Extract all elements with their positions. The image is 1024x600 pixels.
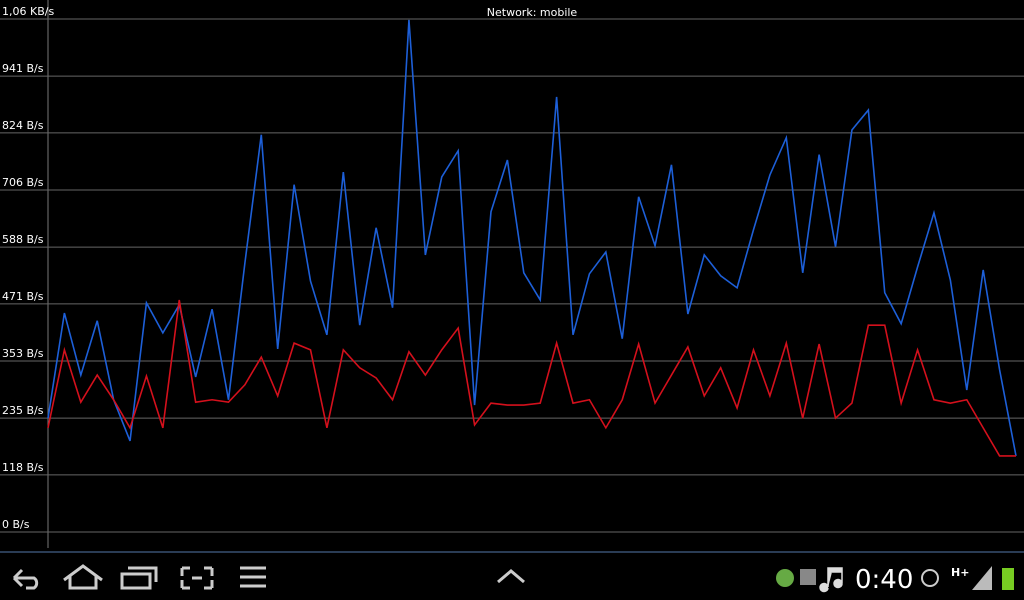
screenshot-button[interactable] [180, 566, 214, 590]
app-icon [776, 569, 794, 587]
clock: 0:40 [855, 565, 913, 595]
series-line [47, 19, 1017, 457]
home-button[interactable] [63, 564, 103, 590]
y-tick-label: 588 B/s [2, 233, 44, 246]
nav-icons [12, 564, 525, 590]
y-tick-label: 1,06 KB/s [2, 5, 54, 18]
y-tick-label: 941 B/s [2, 62, 44, 75]
status-icons: 0:40 H+ [776, 565, 1014, 595]
back-button[interactable] [12, 568, 39, 590]
sync-icon [800, 569, 816, 585]
y-tick-label: 706 B/s [2, 176, 44, 189]
network-type: H+ [951, 566, 969, 579]
plot: 0 B/s 118 B/s 235 B/s 353 B/s 471 B/s 588 B/s… [0, 5, 1024, 533]
up-button[interactable] [497, 569, 525, 584]
signal-icon [972, 566, 992, 590]
recent-button[interactable] [120, 566, 158, 590]
chart-title: Network: mobile [487, 6, 578, 19]
y-tick-label: 353 B/s [2, 347, 44, 360]
alarm-icon [921, 569, 939, 587]
y-tick-label: 118 B/s [2, 461, 44, 474]
y-tick-label: 471 B/s [2, 290, 44, 303]
series-line [47, 299, 1016, 457]
music-icon [819, 567, 843, 593]
y-tick-label: 824 B/s [2, 119, 44, 132]
battery-icon [1002, 568, 1014, 590]
y-tick-label: 235 B/s [2, 404, 44, 417]
y-tick-label: 0 B/s [2, 518, 30, 531]
menu-button[interactable] [240, 566, 266, 588]
